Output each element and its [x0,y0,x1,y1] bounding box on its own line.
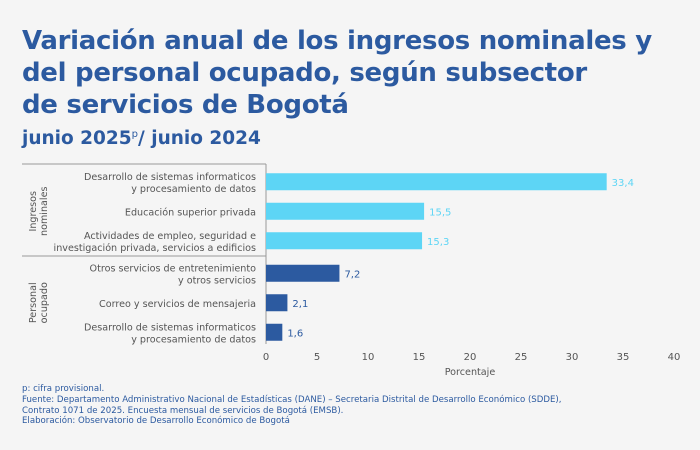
title-line-2: del personal ocupado, según subsector [22,58,587,88]
bar [266,173,607,191]
provisional-mark: p [131,128,139,140]
bar-value-label: 2,1 [292,299,308,310]
group-label: ocupado [39,282,50,323]
bar-value-label: 15,5 [429,207,451,218]
x-tick-label: 35 [617,352,630,363]
footer-elaboration: Elaboración: Observatorio de Desarrollo … [22,416,290,427]
category-label: Desarrollo de sistemas informaticos [84,322,256,333]
category-label: investigación privada, servicios a edifi… [54,242,256,254]
x-tick-label: 30 [566,352,579,363]
x-tick-label: 25 [515,352,528,363]
category-label: y procesamiento de datos [131,334,256,345]
x-tick-label: 5 [314,352,320,363]
title-line-1: Variación anual de los ingresos nominale… [22,26,652,56]
category-label: y procesamiento de datos [131,184,256,195]
category-label: Correo y servicios de mensajeria [99,299,256,310]
bar-value-label: 15,3 [427,237,449,248]
group-label: Personal [28,282,39,323]
x-tick-label: 40 [668,352,681,363]
bar [266,264,340,282]
footer-source: Fuente: Departamento Administrativo Naci… [22,394,562,405]
group-label: Ingresos [28,191,39,232]
subtitle-period: junio 2025 [22,128,132,149]
category-label: Desarrollo de sistemas informaticos [84,172,256,183]
x-tick-label: 20 [464,352,477,363]
footer-note: p: cifra provisional. [22,384,105,394]
title-line-3: de servicios de Bogotá [22,90,349,120]
bar-value-label: 33,4 [612,178,634,189]
bar [266,323,283,341]
category-label: Actividades de empleo, seguridad e [84,231,256,242]
group-label: nominales [39,187,50,237]
bar-value-label: 1,6 [287,328,303,339]
category-label: Otros servicios de entretenimiento [90,263,257,274]
x-tick-label: 10 [362,352,375,363]
bar-value-label: 7,2 [344,269,360,280]
subtitle-base-period: / junio 2024 [138,128,261,149]
x-tick-label: 15 [413,352,426,363]
chart-footer: p: cifra provisional. Fuente: Departamen… [22,384,682,427]
footer-contract: Contrato 1071 de 2025. Encuesta mensual … [22,405,344,416]
category-label: y otros servicios [178,275,256,286]
bar [266,232,423,250]
category-label: Educación superior privada [125,206,256,218]
bar [266,294,288,312]
x-tick-label: 0 [263,352,269,363]
chart-title: Variación anual de los ingresos nominale… [22,25,682,121]
chart-subtitle: junio 2025p/ junio 2024 [22,128,261,149]
bar [266,202,425,220]
x-axis-title: Porcentaje [445,367,496,378]
